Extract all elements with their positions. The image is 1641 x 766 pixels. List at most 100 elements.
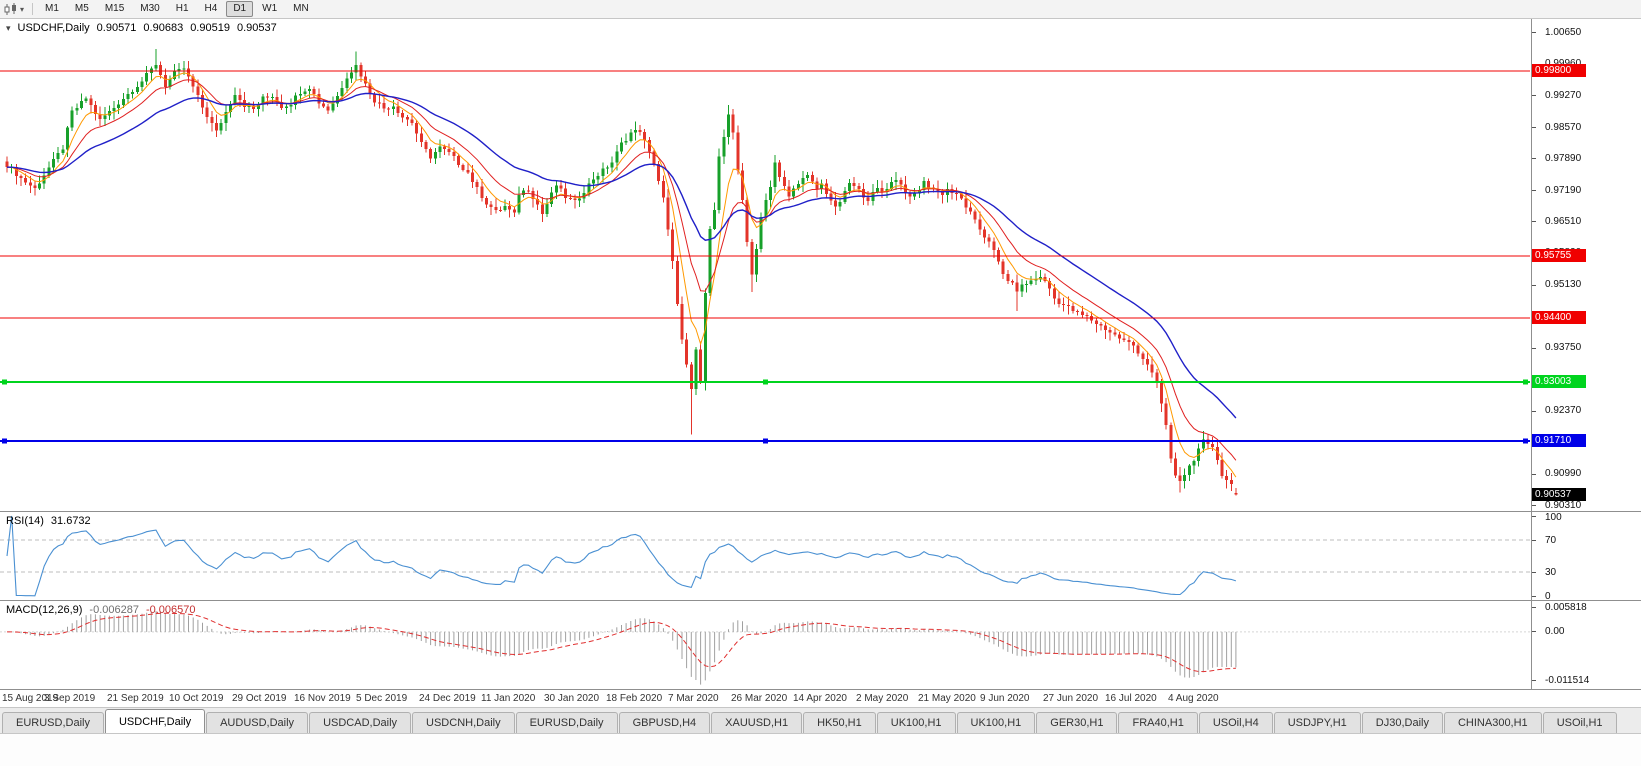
chart-symbol-header: ▾ USDCHF,Daily 0.90571 0.90683 0.90519 0… — [6, 22, 277, 34]
price-axis-label: 0.95130 — [1545, 279, 1582, 290]
timeframe-toolbar: ▾ M1 M5 M15 M30 H1 H4 D1 W1 MN — [0, 0, 1641, 19]
macd-main-value: -0.006287 — [89, 604, 139, 616]
price-tick — [1532, 95, 1536, 96]
price-axis-label: 0.99270 — [1545, 90, 1582, 101]
date-label: 11 Jan 2020 — [481, 693, 536, 704]
macd-axis-label: -0.011514 — [1545, 675, 1590, 686]
macd-tick — [1532, 607, 1536, 608]
chart-tab-usdcad-daily[interactable]: USDCAD,Daily — [309, 712, 412, 733]
chart-tab-uk100-h1[interactable]: UK100,H1 — [876, 712, 956, 733]
price-axis-label: 0.90310 — [1545, 500, 1582, 511]
chart-tab-hk50-h1[interactable]: HK50,H1 — [803, 712, 876, 733]
timeframe-button-m15[interactable]: M15 — [104, 3, 125, 14]
date-label: 24 Dec 2019 — [419, 693, 476, 704]
current-price-tag: 0.90537 — [1532, 488, 1586, 501]
rsi-axis[interactable]: 100 70 30 0 — [1531, 512, 1641, 600]
time-axis[interactable]: 15 Aug 2019 3 Sep 2019 21 Sep 2019 10 Oct 2… — [0, 690, 1641, 708]
chart-tab-ger30-h1[interactable]: GER30,H1 — [1036, 712, 1118, 733]
timeframe-button-h4[interactable]: H4 — [204, 3, 218, 14]
hline-price-tag[interactable]: 0.93003 — [1532, 375, 1586, 388]
macd-axis-label: 0.005818 — [1545, 602, 1587, 613]
date-label: 18 Feb 2020 — [606, 693, 663, 704]
timeframe-button-mn[interactable]: MN — [293, 3, 309, 14]
rsi-axis-label: 70 — [1545, 535, 1557, 546]
date-label: 16 Jul 2020 — [1105, 693, 1157, 704]
toolbar-separator — [32, 3, 34, 15]
price-axis[interactable]: 1.00650 0.99960 0.99270 0.98570 0.97890 0.971… — [1531, 19, 1641, 511]
ohlc-open: 0.90571 — [96, 22, 137, 34]
date-label: 3 Sep 2019 — [44, 693, 96, 704]
macd-label: MACD(12,26,9) — [6, 604, 83, 616]
chevron-down-icon[interactable]: ▾ — [20, 4, 25, 14]
chart-tab-usoil-h4[interactable]: USOil,H4 — [1198, 712, 1273, 733]
bottom-filler — [0, 734, 1641, 766]
price-tick — [1532, 411, 1536, 412]
price-tick — [1532, 32, 1536, 33]
timeframe-button-w1[interactable]: W1 — [262, 3, 278, 14]
chart-tab-china300-h1[interactable]: CHINA300,H1 — [1443, 712, 1542, 733]
chart-tab-xauusd-h1[interactable]: XAUUSD,H1 — [711, 712, 803, 733]
rsi-axis-label: 100 — [1545, 512, 1562, 523]
price-chart-pane[interactable]: ▾ USDCHF,Daily 0.90571 0.90683 0.90519 0… — [0, 19, 1641, 512]
candlestick-chart-icon[interactable] — [3, 2, 19, 16]
chart-tab-eurusd-daily[interactable]: EURUSD,Daily — [2, 712, 104, 733]
macd-axis[interactable]: 0.005818 0.00 -0.011514 — [1531, 601, 1641, 689]
ohlc-close: 0.90537 — [236, 22, 277, 34]
macd-tick — [1532, 680, 1536, 681]
chart-tab-usdchf-daily[interactable]: USDCHF,Daily — [104, 709, 206, 733]
timeframe-button-m1[interactable]: M1 — [45, 3, 59, 14]
rsi-value: 31.6732 — [50, 515, 91, 527]
price-tick — [1532, 474, 1536, 475]
price-tick — [1532, 190, 1536, 191]
price-axis-label: 0.98570 — [1545, 122, 1582, 133]
date-label: 26 Mar 2020 — [731, 693, 788, 704]
date-label: 29 Oct 2019 — [232, 693, 287, 704]
date-label: 30 Jan 2020 — [544, 693, 600, 704]
timeframe-button-h1[interactable]: H1 — [175, 3, 189, 14]
price-axis-label: 0.96510 — [1545, 216, 1582, 227]
timeframe-buttons: M1 M5 M15 M30 H1 H4 D1 W1 MN — [37, 1, 317, 17]
candlestick-canvas[interactable] — [0, 19, 1530, 511]
chart-tab-fra40-h1[interactable]: FRA40,H1 — [1118, 712, 1198, 733]
chart-tab-usoil-h1[interactable]: USOil,H1 — [1542, 712, 1617, 733]
price-axis-label: 0.90990 — [1545, 468, 1582, 479]
rsi-tick — [1532, 596, 1536, 597]
rsi-tick — [1532, 516, 1536, 517]
chart-tab-dj30-daily[interactable]: DJ30,Daily — [1361, 712, 1443, 733]
timeframe-button-m30[interactable]: M30 — [140, 3, 160, 14]
price-tick — [1532, 505, 1536, 506]
chart-tab-bar: EURUSD,Daily USDCHF,Daily AUDUSD,Daily USDC… — [0, 708, 1641, 734]
chart-tab-uk100-h1[interactable]: UK100,H1 — [956, 712, 1036, 733]
rsi-canvas[interactable] — [0, 512, 1530, 600]
date-label: 5 Dec 2019 — [356, 693, 408, 704]
macd-pane[interactable]: MACD(12,26,9) -0.006287 -0.006570 0.0058… — [0, 601, 1641, 690]
hline-price-tag[interactable]: 0.99800 — [1532, 64, 1586, 77]
price-axis-label: 0.99960 — [1545, 58, 1581, 69]
rsi-axis-label: 30 — [1545, 567, 1557, 578]
date-label: 14 Apr 2020 — [793, 693, 847, 704]
timeframe-button-d1[interactable]: D1 — [226, 1, 254, 17]
chart-tab-eurusd-daily[interactable]: EURUSD,Daily — [515, 712, 618, 733]
chart-tab-gbpusd-h4[interactable]: GBPUSD,H4 — [618, 712, 711, 733]
date-label: 21 Sep 2019 — [107, 693, 164, 704]
macd-canvas[interactable] — [0, 601, 1530, 689]
macd-signal-value: -0.006570 — [145, 604, 196, 616]
price-axis-label: 1.00650 — [1545, 27, 1582, 38]
date-label: 9 Jun 2020 — [980, 693, 1030, 704]
date-label: 16 Nov 2019 — [294, 693, 351, 704]
chart-tab-usdcnh-daily[interactable]: USDCNH,Daily — [412, 712, 515, 733]
timeframe-button-m5[interactable]: M5 — [74, 3, 89, 14]
price-tick — [1532, 221, 1536, 222]
chart-tab-audusd-daily[interactable]: AUDUSD,Daily — [206, 712, 309, 733]
hline-price-tag[interactable]: 0.95755 — [1532, 249, 1586, 262]
chart-tab-usdjpy-h1[interactable]: USDJPY,H1 — [1273, 712, 1361, 733]
rsi-pane[interactable]: RSI(14) 31.6732 100 70 30 0 — [0, 512, 1641, 601]
hline-price-tag[interactable]: 0.94400 — [1532, 311, 1586, 324]
rsi-tick — [1532, 572, 1536, 573]
rsi-axis-label: 0 — [1545, 591, 1551, 601]
collapse-icon[interactable]: ▾ — [6, 22, 11, 33]
date-label: 10 Oct 2019 — [169, 693, 224, 704]
price-axis-label: 0.97190 — [1545, 185, 1582, 196]
hline-price-tag[interactable]: 0.91710 — [1532, 434, 1586, 447]
macd-axis-label: 0.00 — [1545, 626, 1565, 637]
